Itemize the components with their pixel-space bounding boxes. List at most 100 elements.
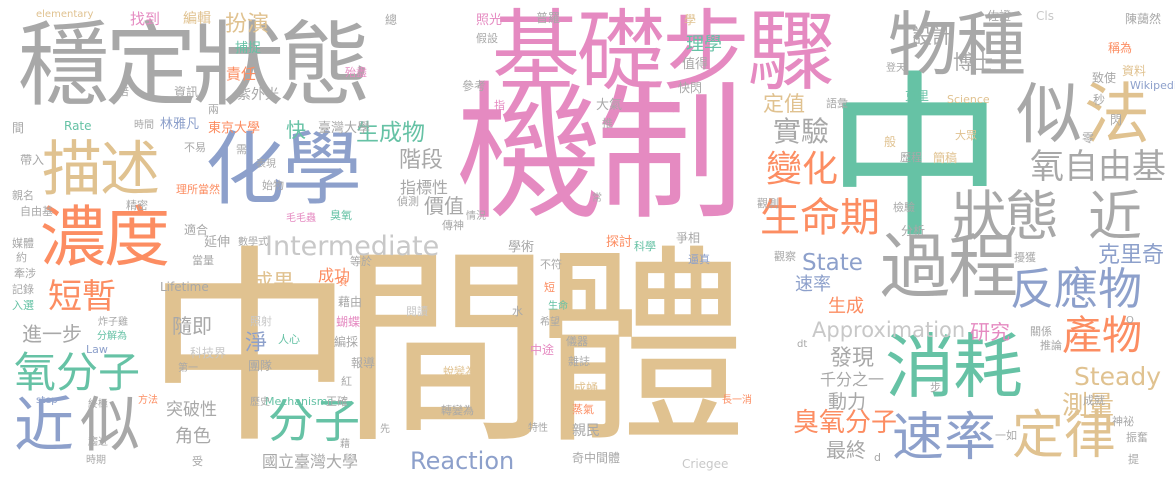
word-hong: 報導 bbox=[351, 356, 376, 370]
word-mechanisms: Criegee bbox=[682, 457, 729, 471]
word-zuozheng: Cls bbox=[1036, 9, 1054, 23]
word-jizhi: 機制 bbox=[456, 68, 744, 240]
word-yuedu: 水 bbox=[512, 305, 523, 318]
word-yangziyouji: 氧自由基 bbox=[1030, 147, 1166, 187]
word-zhuanbianwei: 團隊 bbox=[248, 359, 273, 373]
word-qinmin: 奇中間體 bbox=[572, 451, 621, 465]
word-dengtian: 致使 bbox=[1092, 71, 1117, 85]
word-tui: 指 bbox=[494, 99, 505, 112]
word-zeren: 紫外光 bbox=[237, 87, 279, 103]
word-state: State bbox=[802, 250, 863, 276]
word-zhenfen: 提 bbox=[1128, 453, 1139, 466]
word-dingzhi: 定值 bbox=[763, 92, 805, 116]
word-juese: 角色 bbox=[175, 426, 211, 447]
word-kelici: 克里奇 bbox=[1098, 243, 1165, 268]
word-zhaodao: 編輯 bbox=[183, 11, 211, 27]
word-chengwei: 資料 bbox=[1122, 64, 1147, 78]
word-xiwang: 生命 bbox=[548, 301, 568, 312]
word-chuanshen: 適合 bbox=[184, 223, 209, 237]
word-huaxue: 化學 bbox=[205, 123, 362, 216]
word-taiwandaxue: 臺灣大學 bbox=[318, 121, 371, 136]
word-wuzhong: 物種 bbox=[888, 4, 1026, 86]
word-changyixiao: 蛻變為 bbox=[443, 365, 476, 378]
word-ling: 克里 bbox=[905, 89, 930, 103]
word-duanzan: 短暫 bbox=[48, 277, 116, 317]
word-chenairan: 稱為 bbox=[1108, 41, 1133, 55]
word-zhence: 情況 bbox=[466, 211, 486, 222]
word-criegee: Rate bbox=[64, 119, 92, 133]
word-xian: 特性 bbox=[528, 423, 548, 434]
word-dinglu: 定律 bbox=[1012, 406, 1117, 466]
word-si-2: 似 bbox=[80, 391, 140, 461]
word-shengming: 短 bbox=[544, 281, 555, 294]
word-shan: 零 bbox=[1082, 131, 1095, 145]
word-zhishi: 秒 bbox=[1093, 93, 1106, 107]
word-jiangao: 大眾 bbox=[955, 129, 977, 142]
word-sulu-2: 速率 bbox=[795, 274, 831, 295]
word-shiwu: 毛毛蟲 bbox=[286, 213, 316, 224]
word-ban: 歷程 bbox=[900, 151, 922, 164]
word-yiqi: 雜誌 bbox=[568, 355, 590, 368]
word-zuizhong: 最終 bbox=[826, 438, 866, 462]
word-meiti: 約 bbox=[16, 251, 27, 264]
word-youyou: 項 bbox=[336, 275, 347, 288]
word-dt: d bbox=[874, 451, 881, 464]
word-fanyingwu: 反應物 bbox=[1010, 264, 1142, 315]
word-zixun: 殆盡 bbox=[345, 66, 367, 79]
word-intermediate: Intermediate bbox=[265, 231, 440, 262]
word-shijian: 不易 bbox=[184, 141, 206, 154]
word-yanshen: 數學式 bbox=[238, 237, 268, 248]
word-chouyangfenzi: 臭氧分子 bbox=[793, 408, 898, 438]
word-tuilun: 關係 bbox=[1030, 325, 1052, 338]
word-bufu: dt bbox=[797, 339, 808, 350]
word-wendingzhuangtai: 穩定狀態 bbox=[18, 12, 371, 119]
word-tuandui: 科技界 bbox=[190, 346, 227, 360]
word-steady: Steady bbox=[1074, 362, 1162, 391]
word-chengyong: 蒸氣 bbox=[572, 403, 594, 416]
word-daijin: 總 bbox=[385, 13, 398, 27]
word-bizhen: 觀察 bbox=[774, 250, 796, 263]
word-maomaochong: 臭氧 bbox=[330, 209, 352, 222]
word-fenjiewei: 第一 bbox=[178, 363, 198, 374]
word-ziyouji: 媒體 bbox=[12, 237, 34, 250]
word-xueshu: 探討 bbox=[606, 235, 633, 250]
word-law: step bbox=[36, 395, 58, 406]
word-chouyang: 偵測 bbox=[397, 195, 419, 208]
word-baodao: 藉由 bbox=[338, 295, 363, 309]
word-guanxi: O bbox=[1126, 315, 1134, 326]
word-jin-1: 近 bbox=[1088, 185, 1142, 248]
word-jichubuzhou: 基礎步驟 bbox=[492, 0, 835, 103]
word-fangfa: 趨近 bbox=[88, 437, 108, 448]
word-zhide: 佐證 bbox=[987, 9, 1012, 23]
word-reaction: Reaction bbox=[410, 447, 515, 475]
word-shengchengwu: 生成物 bbox=[356, 120, 425, 146]
word-elementary: Science bbox=[947, 93, 990, 106]
word-chenggong: 正確 bbox=[326, 395, 348, 408]
word-chang: 價值 bbox=[424, 194, 464, 218]
word-approximation: Approximation bbox=[812, 318, 966, 342]
word-guocheng: 過程 bbox=[880, 226, 1018, 308]
word-kejijie: 照射 bbox=[250, 315, 272, 328]
word-buzhuo: 責任 bbox=[226, 65, 257, 83]
word-lishi: 藉 bbox=[340, 439, 350, 450]
word-jieduan: 階段 bbox=[399, 148, 444, 173]
word-xue: 理學 bbox=[686, 34, 722, 55]
word-cls: 陳藹然 bbox=[1125, 12, 1162, 26]
word-fenzi: 分子 bbox=[268, 394, 360, 448]
word-kexue: 爭相 bbox=[676, 231, 701, 245]
word-zhaoshe: 人心 bbox=[278, 333, 300, 346]
word-qujin: 時期 bbox=[86, 455, 106, 466]
word-changchang: 傳神 bbox=[442, 219, 464, 232]
word-wikipedia: elementary bbox=[36, 9, 94, 20]
word-shuxueshi: 始物 bbox=[262, 179, 284, 192]
word-cankao: 登天 bbox=[886, 63, 906, 74]
word-raohuo: 分析 bbox=[901, 224, 926, 238]
word-zhi: 參考 bbox=[462, 79, 487, 93]
word-kuai: 快 bbox=[286, 118, 306, 142]
word-jiazhi: 找到 bbox=[130, 10, 161, 28]
word-shou: 歷史 bbox=[250, 397, 270, 408]
word-zhongjianti: 中間體 bbox=[145, 227, 747, 472]
word-jilu: 入選 bbox=[12, 299, 34, 312]
word-jianyan: 觀測 bbox=[757, 197, 779, 210]
